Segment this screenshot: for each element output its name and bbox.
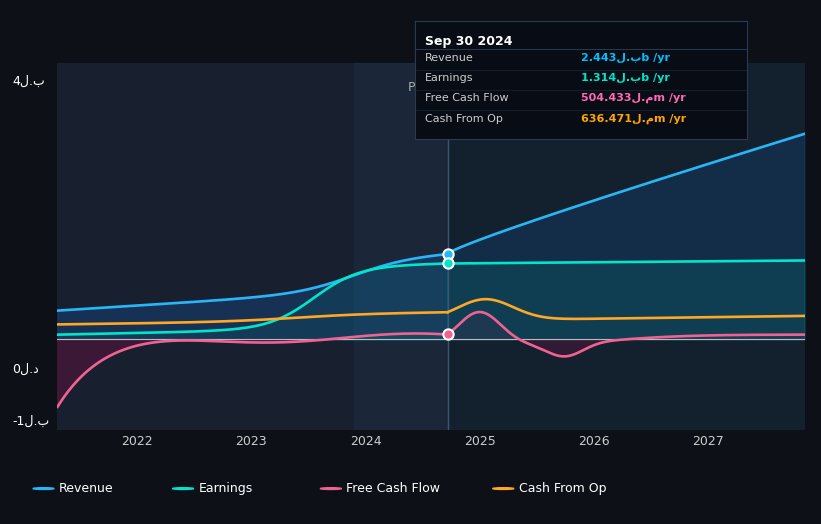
Text: 636.471ل.مm /yr: 636.471ل.مm /yr bbox=[581, 113, 686, 124]
Bar bbox=[57, 63, 447, 430]
Text: 2.443ل.بb /yr: 2.443ل.بb /yr bbox=[581, 53, 670, 63]
Circle shape bbox=[172, 488, 194, 489]
Circle shape bbox=[493, 488, 514, 489]
Text: 504.433ل.مm /yr: 504.433ل.مm /yr bbox=[581, 93, 686, 104]
Text: 1.314ل.بb /yr: 1.314ل.بb /yr bbox=[581, 73, 670, 83]
Text: Revenue: Revenue bbox=[59, 482, 114, 495]
Text: -1ل.ب: -1ل.ب bbox=[12, 416, 49, 428]
Point bbox=[441, 250, 454, 258]
Text: Analysts Forecasts: Analysts Forecasts bbox=[461, 81, 578, 94]
Text: Earnings: Earnings bbox=[199, 482, 253, 495]
Bar bbox=[447, 63, 805, 430]
Text: Free Cash Flow: Free Cash Flow bbox=[424, 93, 508, 104]
Bar bbox=[354, 63, 447, 430]
Text: Earnings: Earnings bbox=[424, 73, 473, 83]
Text: Free Cash Flow: Free Cash Flow bbox=[346, 482, 440, 495]
Text: Past: Past bbox=[408, 81, 433, 94]
Point bbox=[441, 259, 454, 268]
Circle shape bbox=[33, 488, 54, 489]
Text: 0ل.د: 0ل.د bbox=[12, 363, 39, 376]
Text: Cash From Op: Cash From Op bbox=[519, 482, 607, 495]
Text: Sep 30 2024: Sep 30 2024 bbox=[424, 35, 512, 48]
Point bbox=[441, 330, 454, 339]
Circle shape bbox=[320, 488, 342, 489]
Text: 4ل.ب: 4ل.ب bbox=[12, 75, 45, 88]
Text: Revenue: Revenue bbox=[424, 53, 474, 63]
Text: Cash From Op: Cash From Op bbox=[424, 114, 502, 124]
